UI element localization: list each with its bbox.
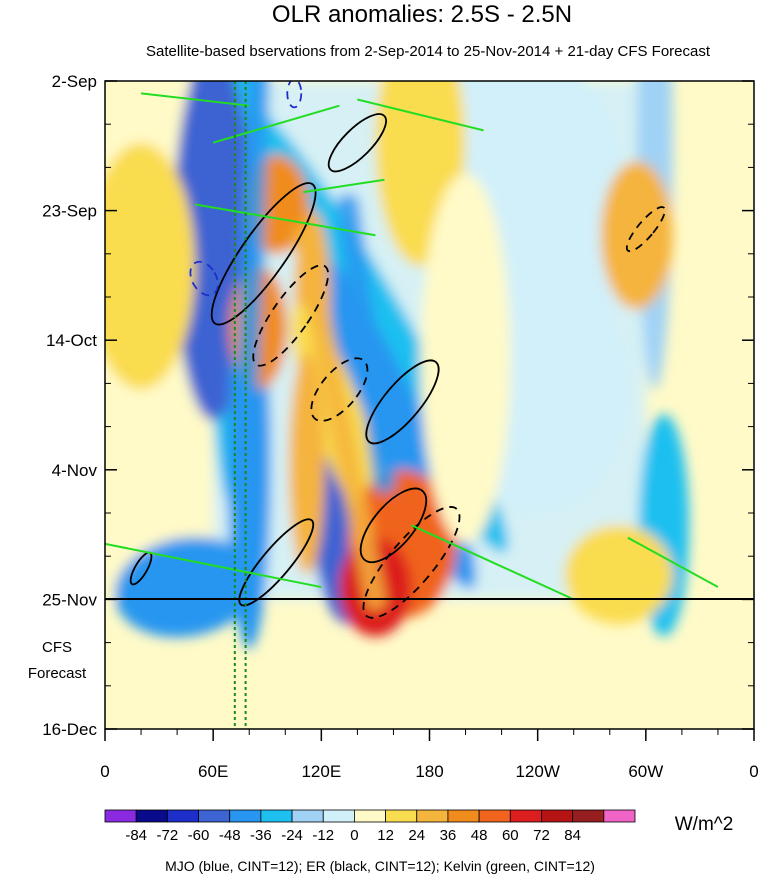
- er-contour: [359, 487, 428, 564]
- colorbar-label: -84: [125, 827, 147, 844]
- kelvin-contour: [411, 524, 575, 601]
- colorbar-unit: W/m^2: [675, 814, 734, 835]
- colorbar-label: -48: [219, 827, 241, 844]
- colorbar-swatch: [447, 809, 480, 823]
- colorbar-swatch: [416, 809, 449, 823]
- mjo-contour: [189, 260, 219, 297]
- colorbar-swatch: [509, 809, 542, 823]
- colorbar-swatch: [572, 809, 605, 823]
- forecast-label-line2: Forecast: [28, 665, 87, 682]
- colorbar-swatch: [166, 809, 199, 823]
- colorbar-label: 60: [502, 827, 519, 844]
- x-axis: 0 60E 120E 180 120W 60W 0: [100, 729, 759, 781]
- wave-contours: [105, 81, 719, 729]
- y-axis: 2-Sep 23-Sep 14-Oct 4-Nov 25-Nov 16-Dec: [42, 72, 754, 739]
- er-contour: [327, 113, 387, 173]
- x-tick-label: 0: [749, 762, 758, 781]
- colorbar-swatch: [354, 809, 386, 823]
- colorbar-swatch: [291, 809, 324, 823]
- y-tick-label: 16-Dec: [42, 720, 97, 739]
- colorbar-swatch: [478, 809, 511, 823]
- x-tick-label: 120W: [515, 762, 559, 781]
- x-tick-label: 60W: [628, 762, 663, 781]
- chart-subtitle: Satellite-based bservations from 2-Sep-2…: [146, 43, 711, 60]
- y-tick-label: 25-Nov: [42, 590, 97, 609]
- er-contour: [362, 506, 461, 619]
- kelvin-contour: [140, 92, 250, 107]
- olr-anomaly-blob: [288, 352, 325, 575]
- colorbar-swatch: [541, 809, 574, 823]
- chart-title: OLR anomalies: 2.5S - 2.5N: [272, 1, 572, 28]
- colorbar-label: -24: [281, 827, 303, 844]
- kelvin-contour: [303, 178, 385, 194]
- kelvin-contour: [357, 98, 484, 132]
- colorbar-swatch: [135, 809, 168, 823]
- er-contour: [238, 518, 315, 607]
- colorbar-swatch: [322, 809, 355, 823]
- olr-band: [229, 81, 270, 611]
- colorbar-swatch: [104, 809, 137, 823]
- colorbar-label: 36: [440, 827, 457, 844]
- olr-anomaly-blob: [420, 173, 511, 544]
- x-tick-label: 60E: [198, 762, 228, 781]
- colorbar-swatch: [260, 809, 293, 823]
- colorbar-label: 24: [408, 827, 425, 844]
- colorbar-label: 0: [350, 827, 358, 844]
- kelvin-contour: [194, 203, 376, 237]
- er-contour: [252, 264, 330, 367]
- field-blobs: [105, 81, 690, 649]
- legend-text: MJO (blue, CINT=12); ER (black, CINT=12)…: [165, 858, 595, 874]
- colorbar-swatch: [385, 809, 418, 823]
- olr-anomaly-blob: [105, 142, 196, 390]
- er-contour: [625, 206, 666, 253]
- y-tick-label: 2-Sep: [52, 72, 97, 91]
- er-contour: [310, 357, 369, 422]
- olr-band: [337, 193, 396, 494]
- plot-area: [105, 81, 754, 729]
- colorbar-label: 48: [471, 827, 488, 844]
- colorbar-label: -12: [312, 827, 334, 844]
- colorbar-label: 72: [533, 827, 550, 844]
- colorbar-label: -72: [157, 827, 179, 844]
- x-tick-label: 180: [415, 762, 443, 781]
- olr-anomaly-blob: [564, 525, 673, 625]
- colorbar-swatch: [603, 809, 636, 823]
- x-tick-label: 120E: [301, 762, 341, 781]
- olr-field: [105, 81, 690, 649]
- er-contour: [210, 182, 317, 326]
- colorbar-label: 12: [377, 827, 394, 844]
- colorbar: -84 -72 -60 -48 -36 -24 -12 0 12 24 36 48 60 72 84: [104, 809, 636, 844]
- olr-anomaly-blob: [600, 161, 673, 310]
- kelvin-contour: [627, 536, 719, 588]
- er-contour: [365, 359, 440, 445]
- y-tick-label: 23-Sep: [42, 202, 97, 221]
- colorbar-swatch: [229, 809, 262, 823]
- kelvin-contour: [105, 542, 322, 589]
- colorbar-label: -60: [188, 827, 210, 844]
- x-tick-label: 0: [100, 762, 109, 781]
- mjo-contour: [286, 81, 303, 109]
- colorbar-label: -36: [250, 827, 272, 844]
- colorbar-swatch: [198, 809, 231, 823]
- colorbar-label: 84: [564, 827, 581, 844]
- forecast-label-line1: CFS: [42, 639, 72, 656]
- y-tick-label: 14-Oct: [46, 331, 97, 350]
- y-tick-label: 4-Nov: [52, 461, 98, 480]
